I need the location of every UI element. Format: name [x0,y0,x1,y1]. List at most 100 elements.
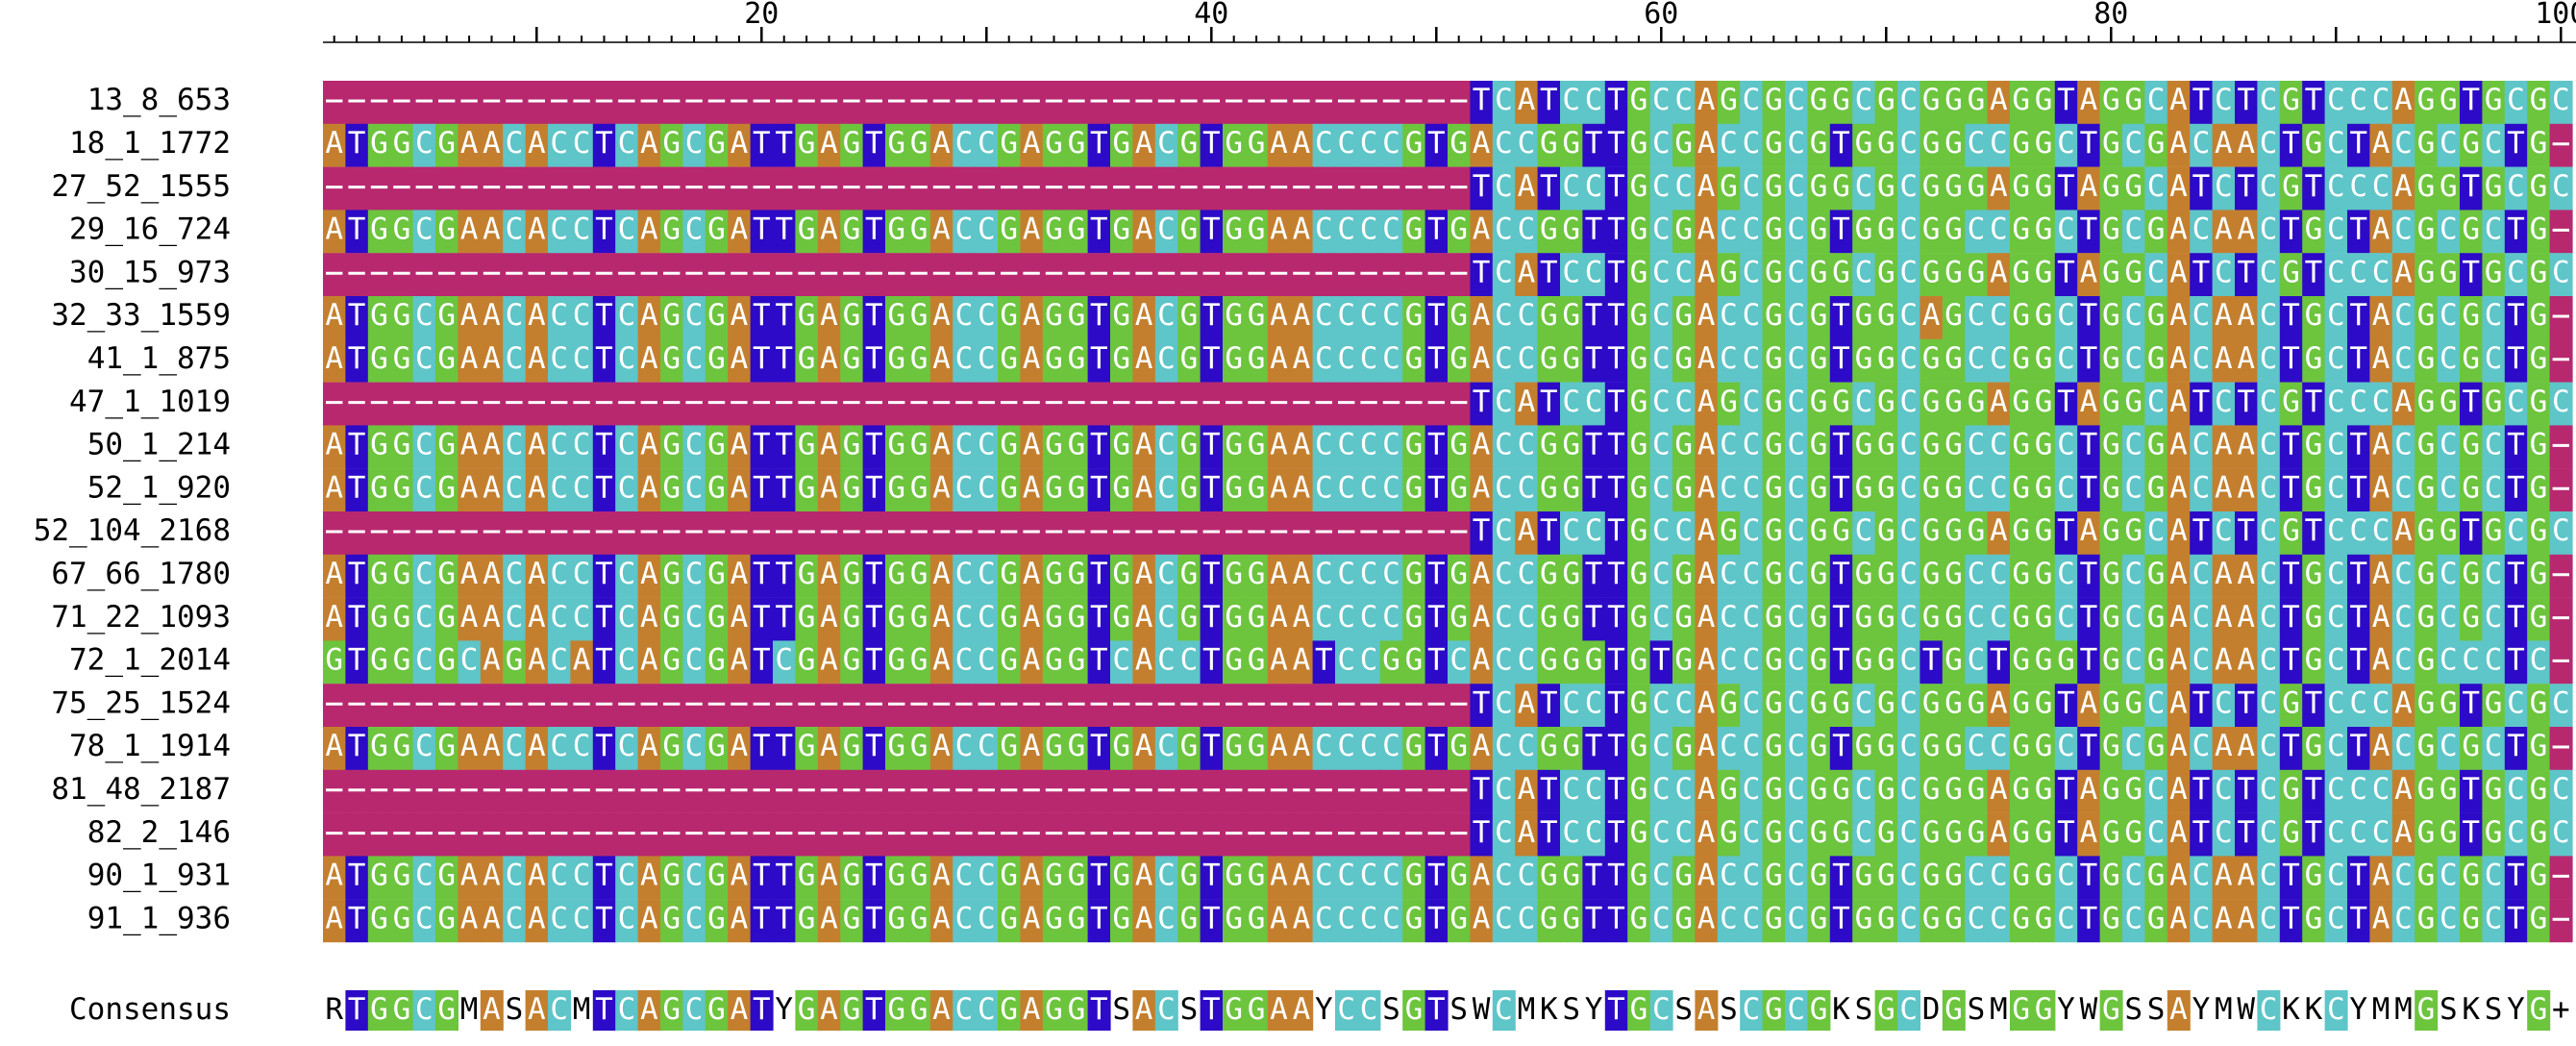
consensus-base: G [437,992,456,1027]
base-letter: G [1540,126,1558,161]
base-letter: A [325,126,343,161]
base-letter: A [1697,169,1716,204]
base-letter: T [1922,643,1941,678]
base-letter: C [1743,428,1761,462]
base-letter: T [1202,557,1221,591]
base-letter: T [1202,341,1221,376]
base-cell [1245,210,1269,254]
base-letter: T [775,859,793,893]
base-cell [1672,81,1696,124]
base-letter: C [2349,83,2367,117]
base-letter: G [887,859,905,893]
base-letter: C [1495,643,1513,678]
base-letter: C [550,901,568,935]
base-letter: G [1000,859,1018,893]
base-letter: C [415,901,433,935]
base-letter: A [2237,341,2255,376]
base-cell [1132,123,1156,167]
base-letter: A [1473,212,1491,247]
consensus-base: S [1449,992,1468,1027]
base-letter: C [550,341,568,376]
base-letter: T [2237,772,2255,807]
consensus-base: G [2102,992,2120,1027]
base-letter: G [798,600,816,635]
base-letter: G [1112,470,1130,505]
base-letter: C [2147,83,2166,117]
base-letter: T [1090,212,1108,247]
base-cell [1582,123,1606,167]
base-cell [2032,253,2056,297]
base-letter: C [1968,298,1986,333]
base-letter: G [798,557,816,591]
base-letter: C [1652,212,1671,247]
base-letter: A [460,212,479,247]
base-cell [2391,166,2415,211]
base-cell [480,296,504,339]
base-letter: A [2237,470,2255,505]
base-letter: G [2417,729,2436,763]
base-letter: G [1562,643,1580,678]
base-cell [2167,123,2191,167]
base-letter: A [1922,298,1941,333]
base-letter: C [1382,600,1400,635]
base-letter: C [2440,470,2458,505]
base-letter: A [731,428,749,462]
base-letter: T [753,643,771,678]
base-letter: A [1135,859,1153,893]
base-letter: C [573,298,591,333]
base-letter: T [2057,772,2075,807]
base-letter: G [2530,901,2548,935]
base-cell [412,296,436,339]
base-letter: G [1944,600,1963,635]
base-letter: C [2394,470,2413,505]
base-cell [1649,123,1673,167]
base-letter: C [2327,685,2345,720]
base-cell [1897,123,1920,167]
base-letter: A [820,557,838,591]
base-letter: G [662,212,681,247]
base-letter: G [2282,83,2300,117]
base-cell [2257,123,2281,167]
base-cell [1649,253,1673,297]
base-letter: C [573,729,591,763]
base-cell [1537,253,1561,297]
base-letter: G [1000,557,1018,591]
base-cell [2369,123,2393,167]
base-letter: A [2372,859,2390,893]
base-cell [1492,253,1516,297]
base-letter: C [573,212,591,247]
base-cell [1965,253,1989,297]
base-cell [1852,166,1876,211]
base-letter: G [1180,901,1199,935]
base-letter: G [2102,600,2120,635]
base-letter: T [865,126,883,161]
base-letter: A [731,341,749,376]
consensus-base: Y [2192,992,2211,1027]
base-letter: G [1674,859,1693,893]
base-cell [1829,210,1853,254]
consensus-base: A [640,992,658,1027]
base-letter: G [1540,470,1558,505]
base-cell [1717,210,1741,254]
base-cell [750,210,774,254]
base-cell [2257,253,2281,297]
base-letter: G [2462,341,2480,376]
base-cell [2077,210,2101,254]
base-letter: T [2282,212,2300,247]
base-cell [2212,210,2236,254]
base-letter: G [1225,298,1243,333]
base-letter: C [2440,729,2458,763]
base-letter: C [1360,859,1378,893]
base-cell [1649,210,1673,254]
base-letter: C [2394,859,2413,893]
base-cell [1829,123,1853,167]
base-letter: G [1180,212,1199,247]
base-letter: C [2349,513,2367,548]
base-letter: C [2394,212,2413,247]
base-letter: G [2462,729,2480,763]
base-cell [1874,210,1898,254]
base-letter: G [1045,341,1063,376]
